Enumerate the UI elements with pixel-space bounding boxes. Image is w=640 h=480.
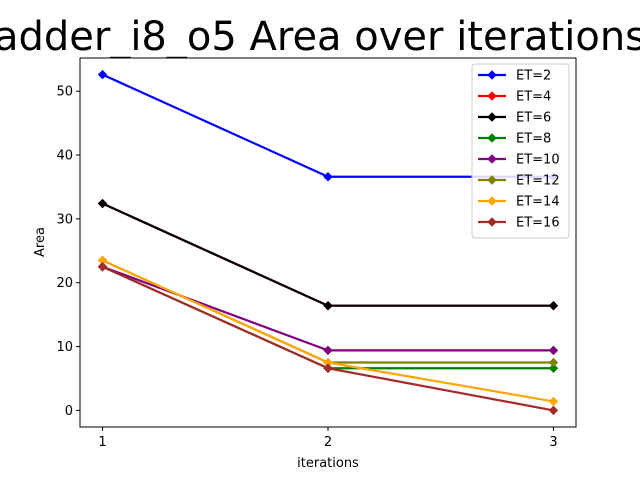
x-tick-label: 3 bbox=[549, 435, 557, 450]
legend-label: ET=2 bbox=[516, 69, 551, 84]
legend-label: ET=16 bbox=[516, 216, 560, 231]
data-point bbox=[97, 198, 108, 209]
legend-marker bbox=[487, 196, 497, 206]
legend-label: ET=10 bbox=[516, 153, 560, 168]
legend-marker bbox=[487, 154, 497, 164]
y-tick-label: 0 bbox=[65, 404, 73, 419]
legend-marker bbox=[487, 70, 497, 80]
x-tick-label: 1 bbox=[98, 435, 106, 450]
y-tick-label: 20 bbox=[56, 276, 73, 291]
data-point bbox=[548, 405, 559, 416]
data-point bbox=[323, 345, 333, 356]
y-tick-label: 30 bbox=[56, 212, 73, 227]
data-point bbox=[323, 172, 333, 182]
x-axis: 1 2 3 bbox=[98, 427, 558, 450]
series-et-16 bbox=[97, 262, 559, 416]
data-point bbox=[97, 262, 108, 272]
data-point bbox=[548, 357, 559, 368]
data-point bbox=[548, 345, 559, 356]
y-axis: 0 10 20 30 40 50 bbox=[56, 85, 80, 419]
data-point bbox=[548, 363, 559, 373]
legend-marker bbox=[487, 112, 497, 122]
legend-item: ET=14 bbox=[478, 195, 560, 210]
legend-item: ET=4 bbox=[478, 90, 551, 105]
data-point bbox=[548, 300, 559, 311]
data-point bbox=[548, 396, 559, 407]
legend-label: ET=6 bbox=[516, 111, 551, 126]
legend-label: ET=14 bbox=[516, 195, 560, 210]
y-tick-label: 50 bbox=[56, 85, 73, 100]
data-point bbox=[97, 69, 108, 80]
legend-item: ET=8 bbox=[478, 132, 551, 147]
y-tick-label: 10 bbox=[56, 340, 73, 355]
legend-label: ET=8 bbox=[516, 132, 551, 147]
legend-marker bbox=[487, 133, 497, 143]
legend-marker bbox=[487, 217, 497, 227]
y-axis-label: Area bbox=[33, 227, 48, 257]
legend-item: ET=2 bbox=[478, 69, 551, 84]
x-tick-label: 2 bbox=[324, 435, 332, 450]
series-et-6 bbox=[97, 198, 559, 311]
series-et-14 bbox=[97, 255, 559, 407]
legend-marker bbox=[487, 175, 497, 185]
legend-box bbox=[471, 63, 570, 239]
data-point bbox=[323, 300, 333, 311]
legend-label: ET=4 bbox=[516, 90, 551, 105]
y-tick-label: 40 bbox=[56, 149, 73, 164]
legend-item: ET=12 bbox=[478, 174, 560, 189]
chart-title: adder_i8_o5 Area over iterations bbox=[0, 14, 640, 60]
legend: ET=2 ET=4 ET=6 ET=8 ET=10 ET=12 ET=14 ET=16 bbox=[471, 63, 570, 239]
legend-item: ET=6 bbox=[478, 111, 551, 126]
legend-item: ET=10 bbox=[478, 153, 560, 168]
legend-label: ET=12 bbox=[516, 174, 560, 189]
legend-item: ET=16 bbox=[478, 216, 560, 231]
x-axis-label: iterations bbox=[297, 456, 359, 471]
legend-marker bbox=[487, 91, 497, 101]
series-layer bbox=[97, 69, 559, 416]
data-point bbox=[323, 363, 333, 373]
